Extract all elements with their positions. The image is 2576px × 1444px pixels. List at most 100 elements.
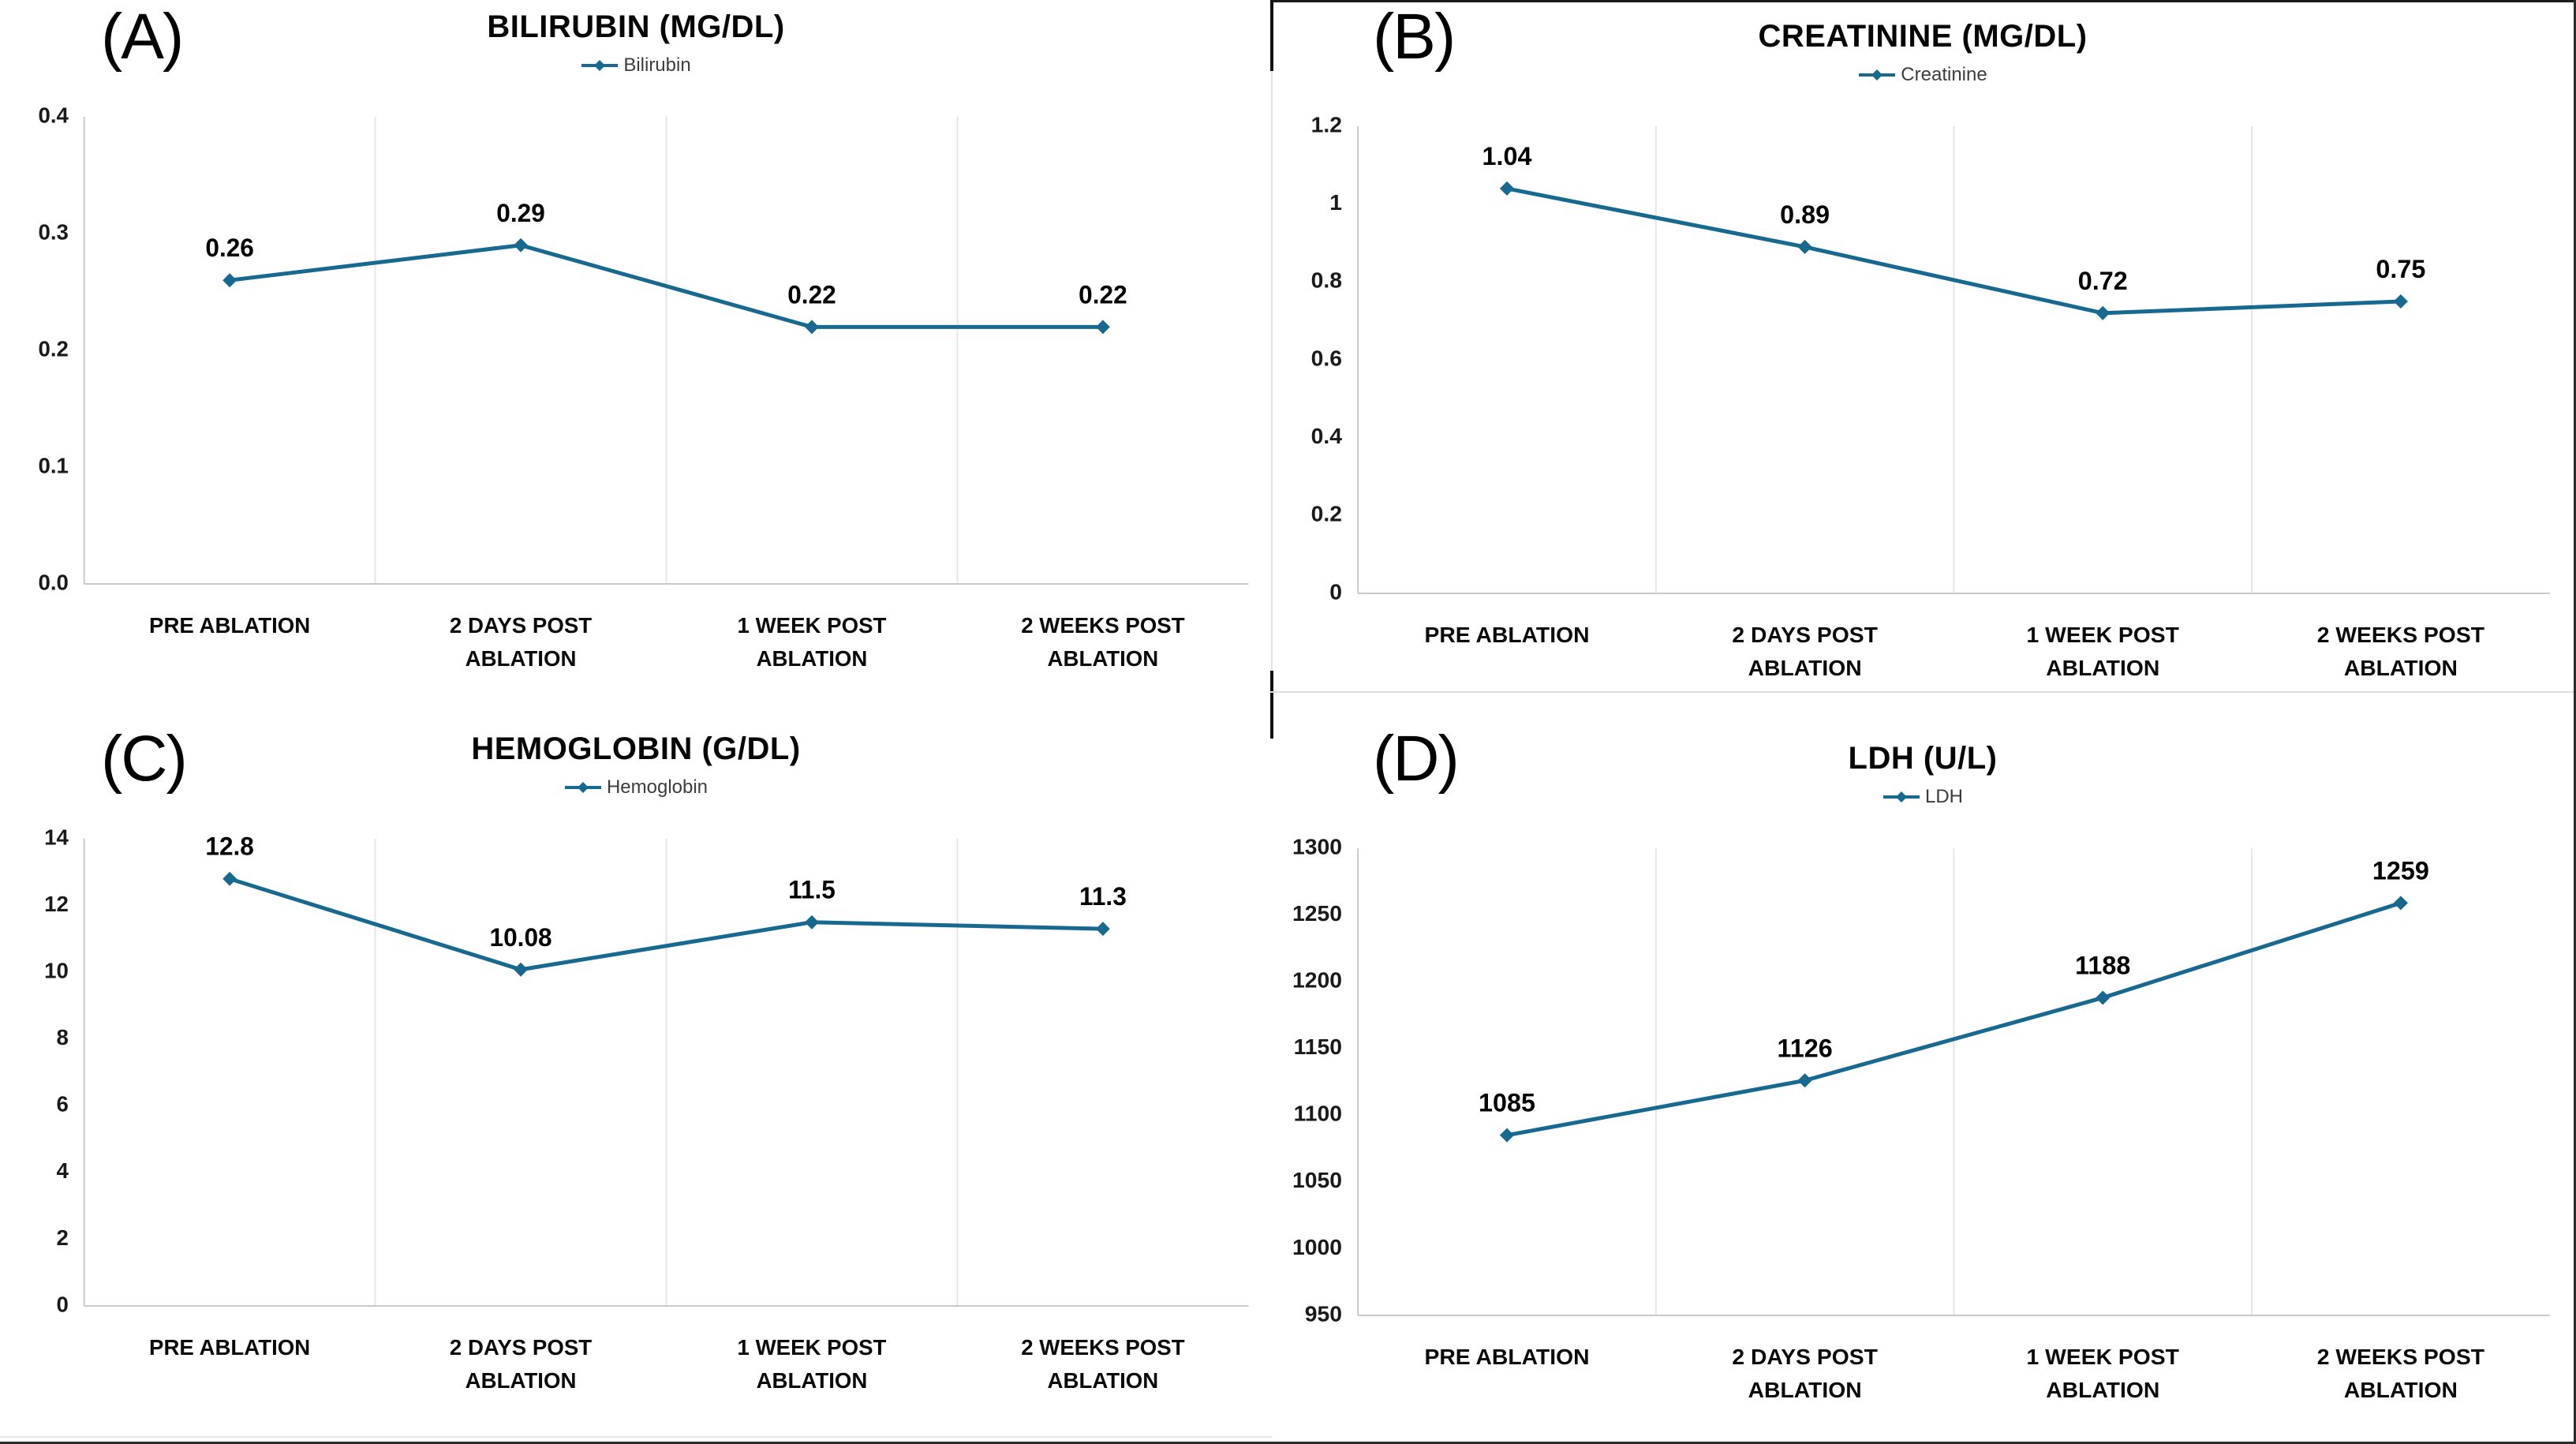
svg-text:2: 2 xyxy=(57,1225,69,1250)
svg-text:0.22: 0.22 xyxy=(787,280,836,309)
svg-text:ABLATION: ABLATION xyxy=(757,1368,868,1393)
svg-text:11.3: 11.3 xyxy=(1079,882,1127,911)
legend-label: LDH xyxy=(1924,786,1963,807)
svg-text:0.26: 0.26 xyxy=(205,234,254,262)
svg-text:1100: 1100 xyxy=(1294,1102,1342,1126)
svg-text:0.75: 0.75 xyxy=(2376,255,2425,283)
creatinine-chart-title: CREATININE (MG/DL) xyxy=(1758,19,2088,54)
hemoglobin-chart-title: HEMOGLOBIN (G/DL) xyxy=(471,731,801,766)
svg-text:0.1: 0.1 xyxy=(38,453,68,477)
svg-text:10: 10 xyxy=(44,958,69,982)
svg-text:0.29: 0.29 xyxy=(496,199,545,227)
panel-seam-vertical-top xyxy=(1270,0,1273,71)
panel-ldh: (D) LDH (U/L) LDH 950 1000 1050 1100 1150 120… xyxy=(1272,722,2574,1442)
svg-text:0.8: 0.8 xyxy=(1311,268,1342,293)
legend-line-marker-icon xyxy=(581,60,619,71)
svg-text:1.2: 1.2 xyxy=(1311,113,1342,137)
svg-text:0.2: 0.2 xyxy=(38,336,68,361)
panel-seam-horizontal-right xyxy=(1270,691,2574,693)
svg-text:11.5: 11.5 xyxy=(788,876,836,904)
svg-text:0: 0 xyxy=(57,1292,69,1316)
ldh-chart: 950 1000 1050 1100 1150 1200 1250 1300 PRE ABLAT… xyxy=(1292,835,2550,1402)
svg-text:0.3: 0.3 xyxy=(38,219,68,244)
svg-text:1 WEEK POST: 1 WEEK POST xyxy=(738,613,887,638)
svg-text:0.2: 0.2 xyxy=(1311,502,1342,526)
svg-text:2 DAYS POST: 2 DAYS POST xyxy=(1732,1345,1878,1369)
svg-text:ABLATION: ABLATION xyxy=(2344,1378,2458,1402)
panel-letter-c: (C) xyxy=(101,723,188,795)
svg-text:ABLATION: ABLATION xyxy=(2046,656,2159,680)
svg-text:2 WEEKS POST: 2 WEEKS POST xyxy=(2317,623,2484,647)
legend-line-marker-icon xyxy=(1859,69,1896,80)
panel-creatinine: (B) CREATININE (MG/DL) Creatinine 0 0.2 0.… xyxy=(1272,0,2574,722)
svg-text:1250: 1250 xyxy=(1292,901,1342,926)
svg-text:PRE ABLATION: PRE ABLATION xyxy=(149,613,310,638)
svg-text:2 DAYS POST: 2 DAYS POST xyxy=(450,613,592,638)
svg-text:0.6: 0.6 xyxy=(1311,346,1342,371)
svg-text:2 WEEKS POST: 2 WEEKS POST xyxy=(1021,1335,1184,1360)
svg-text:PRE ABLATION: PRE ABLATION xyxy=(149,1335,310,1360)
svg-text:1188: 1188 xyxy=(2075,952,2130,980)
panel-letter-a: (A) xyxy=(101,1,184,73)
bilirubin-chart-title: BILIRUBIN (MG/DL) xyxy=(487,9,785,44)
panel-seam-vertical-middle xyxy=(1271,71,1273,671)
svg-text:ABLATION: ABLATION xyxy=(465,646,577,671)
svg-text:ABLATION: ABLATION xyxy=(1048,1368,1159,1393)
panel-hemoglobin: (C) HEMOGLOBIN (G/DL) Hemoglobin 0 2 4 6 8 10… xyxy=(0,722,1272,1442)
svg-text:1 WEEK POST: 1 WEEK POST xyxy=(2027,1345,2179,1369)
legend-label: Hemoglobin xyxy=(606,776,708,798)
legend-label: Bilirubin xyxy=(623,54,691,76)
svg-text:ABLATION: ABLATION xyxy=(2344,656,2458,680)
svg-text:0.4: 0.4 xyxy=(1311,424,1343,448)
creatinine-legend: Creatinine xyxy=(1272,64,2574,86)
svg-text:1300: 1300 xyxy=(1292,835,1342,859)
panel-bilirubin: (A) BILIRUBIN (MG/DL) Bilirubin 0.0 0.1 0.… xyxy=(0,0,1272,722)
svg-text:950: 950 xyxy=(1305,1302,1342,1326)
svg-text:PRE ABLATION: PRE ABLATION xyxy=(1424,1345,1589,1369)
hemoglobin-legend: Hemoglobin xyxy=(0,776,1272,799)
svg-text:1000: 1000 xyxy=(1292,1235,1342,1259)
svg-text:2 DAYS POST: 2 DAYS POST xyxy=(450,1335,592,1360)
svg-text:4: 4 xyxy=(57,1158,69,1183)
bilirubin-chart: 0.0 0.1 0.2 0.3 0.4 PRE ABLATION 2 DAYS POST AB… xyxy=(38,103,1249,671)
legend-label: Creatinine xyxy=(1901,64,1987,85)
hemoglobin-chart: 0 2 4 6 8 10 12 14 PRE ABLATION 2 DAYS POST ABLATI… xyxy=(44,825,1249,1393)
svg-text:1 WEEK POST: 1 WEEK POST xyxy=(738,1335,887,1360)
svg-text:2 DAYS POST: 2 DAYS POST xyxy=(1732,623,1878,647)
svg-text:8: 8 xyxy=(57,1025,69,1049)
bilirubin-legend: Bilirubin xyxy=(0,54,1272,77)
ldh-chart-title: LDH (U/L) xyxy=(1848,741,1998,776)
svg-text:6: 6 xyxy=(57,1092,69,1117)
legend-line-marker-icon xyxy=(564,782,601,793)
svg-text:1150: 1150 xyxy=(1294,1034,1342,1059)
svg-text:0.4: 0.4 xyxy=(38,103,69,127)
creatinine-chart: 0 0.2 0.4 0.6 0.8 1 1.2 PRE ABLATION 2 DAYS POST… xyxy=(1311,113,2550,680)
svg-text:1 WEEK POST: 1 WEEK POST xyxy=(2027,623,2179,647)
svg-text:ABLATION: ABLATION xyxy=(1748,656,1862,680)
legend-line-marker-icon xyxy=(1882,791,1920,802)
svg-text:ABLATION: ABLATION xyxy=(757,646,868,671)
svg-text:2 WEEKS POST: 2 WEEKS POST xyxy=(2317,1345,2484,1369)
svg-text:ABLATION: ABLATION xyxy=(2046,1378,2159,1402)
svg-text:PRE ABLATION: PRE ABLATION xyxy=(1424,623,1589,647)
svg-text:1.04: 1.04 xyxy=(1482,142,1532,170)
svg-text:ABLATION: ABLATION xyxy=(1748,1378,1862,1402)
svg-text:2 WEEKS POST: 2 WEEKS POST xyxy=(1021,613,1184,638)
svg-text:ABLATION: ABLATION xyxy=(1048,646,1159,671)
svg-text:ABLATION: ABLATION xyxy=(465,1368,577,1393)
svg-text:0.22: 0.22 xyxy=(1079,280,1127,309)
svg-text:1050: 1050 xyxy=(1292,1168,1342,1192)
svg-text:0.89: 0.89 xyxy=(1780,200,1830,229)
panel-seam-top-right xyxy=(1270,0,2574,2)
svg-text:0: 0 xyxy=(1329,580,1342,604)
svg-text:12: 12 xyxy=(44,892,69,916)
ldh-legend: LDH xyxy=(1272,786,2574,808)
svg-text:1259: 1259 xyxy=(2372,857,2429,885)
svg-text:1: 1 xyxy=(1329,190,1342,215)
panel-seam-vertical-lower xyxy=(1270,671,1273,739)
svg-text:0.0: 0.0 xyxy=(38,570,68,594)
panel-seam-horizontal-left xyxy=(0,1436,1272,1438)
svg-text:0.72: 0.72 xyxy=(2078,267,2128,295)
svg-text:1126: 1126 xyxy=(1778,1034,1833,1062)
